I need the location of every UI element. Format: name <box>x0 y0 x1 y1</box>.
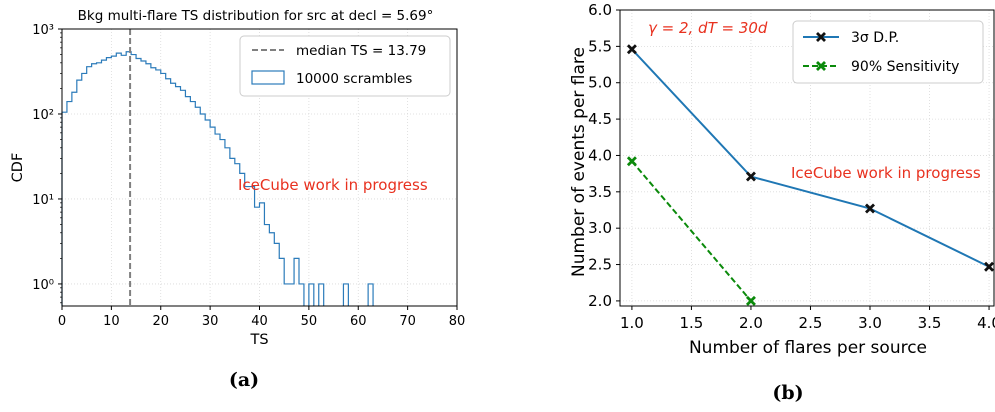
legend-sensitivity-label: 90% Sensitivity <box>851 59 959 75</box>
y-tick-label: 5.0 <box>588 74 612 92</box>
chart-a: 0 10 20 30 40 50 60 70 80 10⁰ 10¹ 10² 10³ Bkg multi-f… <box>10 8 465 348</box>
legend-box <box>792 20 984 84</box>
series-sensitivity-point <box>745 295 756 306</box>
x-tick-label: 50 <box>301 314 318 329</box>
legend-sensitivity-marker <box>816 61 826 71</box>
x-axis-label: Number of flares per source <box>689 338 927 358</box>
y-tick-label: 10² <box>32 108 54 123</box>
x-tick-label: 80 <box>449 314 466 329</box>
y-tick-label: 3.5 <box>588 183 612 201</box>
series-dp-point <box>865 203 875 214</box>
x-tick-label: 1.5 <box>679 314 703 332</box>
y-tick-label: 2.5 <box>588 256 612 274</box>
x-tick-label: 3.0 <box>858 314 882 332</box>
x-tick-label: 1.0 <box>620 314 644 332</box>
series-dp-point <box>984 261 995 272</box>
y-tick-label: 4.5 <box>588 110 612 128</box>
series-dp-point <box>626 44 637 55</box>
y-tick-label: 3.0 <box>588 219 612 237</box>
legend-median-label: median TS = 13.79 <box>296 43 426 59</box>
series-sensitivity-line <box>631 160 752 302</box>
x-tick-label: 60 <box>350 314 367 329</box>
series-dp-line <box>631 48 990 268</box>
series-sensitivity-point <box>626 156 637 167</box>
axes-frame <box>619 9 995 307</box>
x-tick-label: 0 <box>58 314 66 329</box>
y-tick-label: 4.0 <box>588 146 612 164</box>
panel-label-a: (a) <box>229 369 259 391</box>
y-tick-label: 10¹ <box>32 193 54 208</box>
x-tick-label: 40 <box>251 314 268 329</box>
legend-histogram-swatch <box>251 70 285 85</box>
legend-dp-label: 3σ D.P. <box>851 30 899 46</box>
annotation-text: IceCube work in progress <box>238 176 428 194</box>
y-axis-label: CDF <box>10 153 26 183</box>
series-dp-point <box>745 171 756 182</box>
y-axis-label: Number of events per flare <box>569 47 589 277</box>
x-tick-label: 2.5 <box>799 314 823 332</box>
y-tick-label: 10⁰ <box>32 278 54 293</box>
x-tick-label: 70 <box>399 314 416 329</box>
y-tick-label: 2.0 <box>588 292 612 310</box>
legend-dp-marker <box>816 32 826 42</box>
x-tick-label: 2.0 <box>739 314 763 332</box>
x-tick-label: 20 <box>152 314 169 329</box>
x-tick-label: 30 <box>202 314 219 329</box>
x-tick-label: 3.5 <box>918 314 942 332</box>
y-tick-label: 5.5 <box>588 37 612 55</box>
annotation-text: IceCube work in progress <box>791 164 981 182</box>
panel-label-b: (b) <box>772 382 803 404</box>
chart-title: Bkg multi-flare TS distribution for src … <box>78 8 434 24</box>
y-tick-label: 10³ <box>32 23 54 38</box>
legend-histogram-label: 10000 scrambles <box>296 71 412 87</box>
x-tick-label: 10 <box>103 314 120 329</box>
parameter-label: γ = 2, dT = 30d <box>648 19 768 37</box>
x-axis-label: TS <box>249 332 268 348</box>
histogram-bars <box>61 51 374 306</box>
legend-box <box>239 35 451 97</box>
chart-b: 1.0 1.5 2.0 2.5 3.0 3.5 4.0 2.0 2.5 3.0 3.5 4.0 4.5 5… <box>569 1 995 358</box>
y-tick-label: 6.0 <box>588 1 612 19</box>
x-tick-label: 4.0 <box>977 314 995 332</box>
